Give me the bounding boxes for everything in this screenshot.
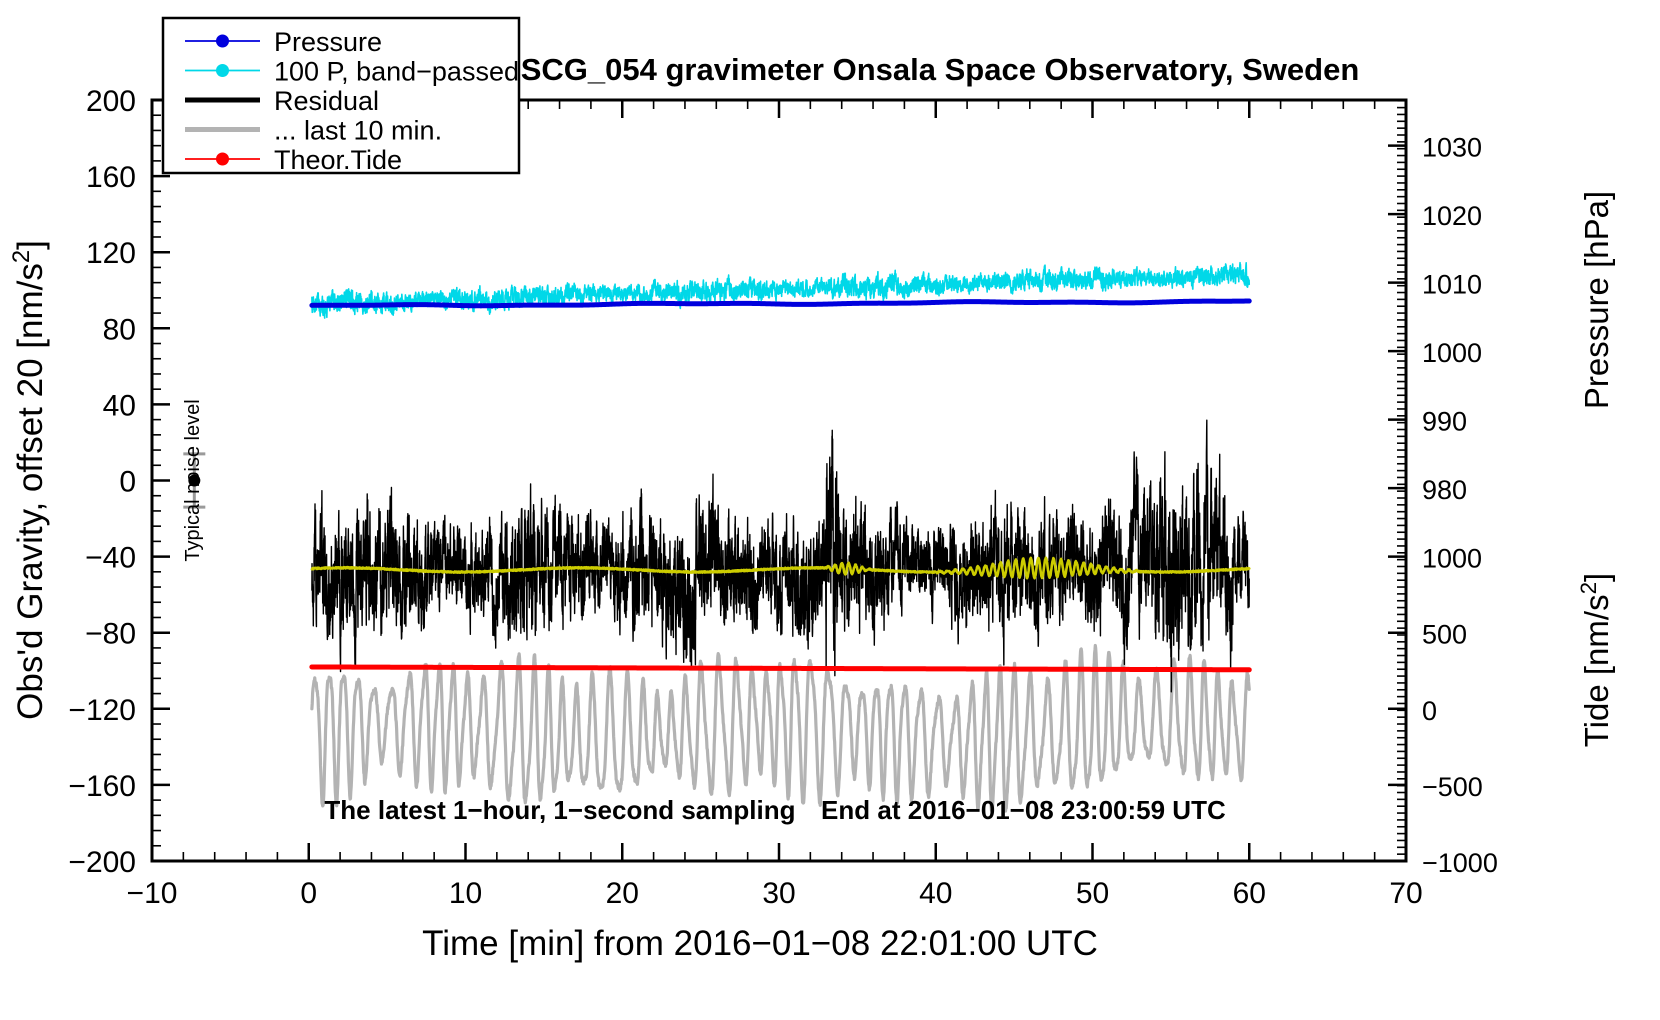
y-tick-label: 200: [86, 85, 136, 118]
legend-item-theor-tide[interactable]: Theor.Tide: [185, 145, 402, 175]
legend-item-label: ... last 10 min.: [274, 116, 442, 146]
pressure-tick-label: 1010: [1422, 270, 1482, 300]
noise-level-errorbar: [183, 452, 206, 509]
legend-item-last-10-min[interactable]: ... last 10 min.: [185, 116, 442, 146]
legend-item-residual[interactable]: Residual: [185, 86, 379, 116]
tide-tick-label: −500: [1422, 772, 1483, 802]
series-theoretical-tide: [309, 664, 1252, 673]
y-tick-label: 0: [119, 466, 136, 499]
annotation-bottom-right-note: End at 2016−01−08 23:00:59 UTC: [821, 795, 1226, 825]
series-layer: [309, 261, 1252, 813]
y-tick-label: −160: [68, 770, 136, 803]
series-smoothed-residual: [310, 556, 1251, 580]
series-bandpassed-pressure: [311, 261, 1251, 319]
y-tick-label: 80: [103, 313, 136, 346]
annotation-noise-level: Typical noise level: [182, 399, 204, 561]
y-tick-label: 160: [86, 161, 136, 194]
legend-marker-dot: [216, 34, 229, 48]
x-tick-label: 70: [1389, 877, 1422, 910]
annotations-layer: Typical noise level The latest 1−hour, 1−…: [182, 399, 1226, 825]
axes-layer: [150, 98, 1408, 863]
y-tick-label: 40: [103, 389, 136, 422]
pressure-tick-label: 1020: [1422, 201, 1482, 231]
pressure-tick-label: 990: [1422, 407, 1467, 437]
x-tick-label: 20: [606, 877, 639, 910]
tide-tick-label: 0: [1422, 696, 1437, 726]
y-tick-label: −200: [68, 846, 136, 879]
x-tick-label: 30: [762, 877, 795, 910]
x-tick-label: 0: [300, 877, 317, 910]
legend-item-label: Theor.Tide: [274, 145, 402, 175]
x-tick-label: 10: [449, 877, 482, 910]
legend-item-label: Pressure: [274, 27, 382, 57]
legend-item-label: 100 P, band−passed: [274, 57, 519, 87]
pressure-tick-label: 1000: [1422, 338, 1482, 368]
pressure-tick-label: 1030: [1422, 133, 1482, 163]
tide-tick-label: 500: [1422, 620, 1467, 650]
x-tick-label: 60: [1233, 877, 1266, 910]
y-tick-label: 120: [86, 237, 136, 270]
legend-item-pressure[interactable]: Pressure: [185, 27, 382, 57]
tide-axis-title: Tide [nm/s2]: [1576, 573, 1616, 747]
x-tick-label: 40: [919, 877, 952, 910]
tide-tick-label: −1000: [1422, 848, 1498, 878]
y-tick-label: −80: [85, 618, 136, 651]
y-tick-label: −120: [68, 694, 136, 727]
tick-labels-layer: −10 0 10 20 30 40 50 60 7020016012080400−40−80−1…: [68, 85, 1497, 910]
legend-marker-dot: [216, 152, 229, 166]
x-tick-label: 50: [1076, 877, 1109, 910]
pressure-tick-label: 980: [1422, 475, 1467, 505]
page-title: SCG_054 gravimeter Onsala Space Observat…: [521, 52, 1360, 87]
legend-item-100-p-band-passed[interactable]: 100 P, band−passed: [185, 57, 519, 87]
tide-tick-label: 1000: [1422, 544, 1482, 574]
annotation-bottom-left-note: The latest 1−hour, 1−second sampling: [324, 795, 795, 825]
y-tick-label: −40: [85, 542, 136, 575]
series-pressure: [309, 298, 1252, 309]
y-axis-title: Obs'd Gravity, offset 20 [nm/s2]: [8, 240, 51, 720]
pressure-axis-title: Pressure [hPa]: [1578, 191, 1615, 409]
legend-marker-dot: [216, 64, 229, 77]
x-axis-title: Time [min] from 2016−01−08 22:01:00 UTC: [422, 924, 1098, 963]
legend-item-label: Residual: [274, 86, 379, 116]
x-tick-label: −10: [127, 877, 178, 910]
